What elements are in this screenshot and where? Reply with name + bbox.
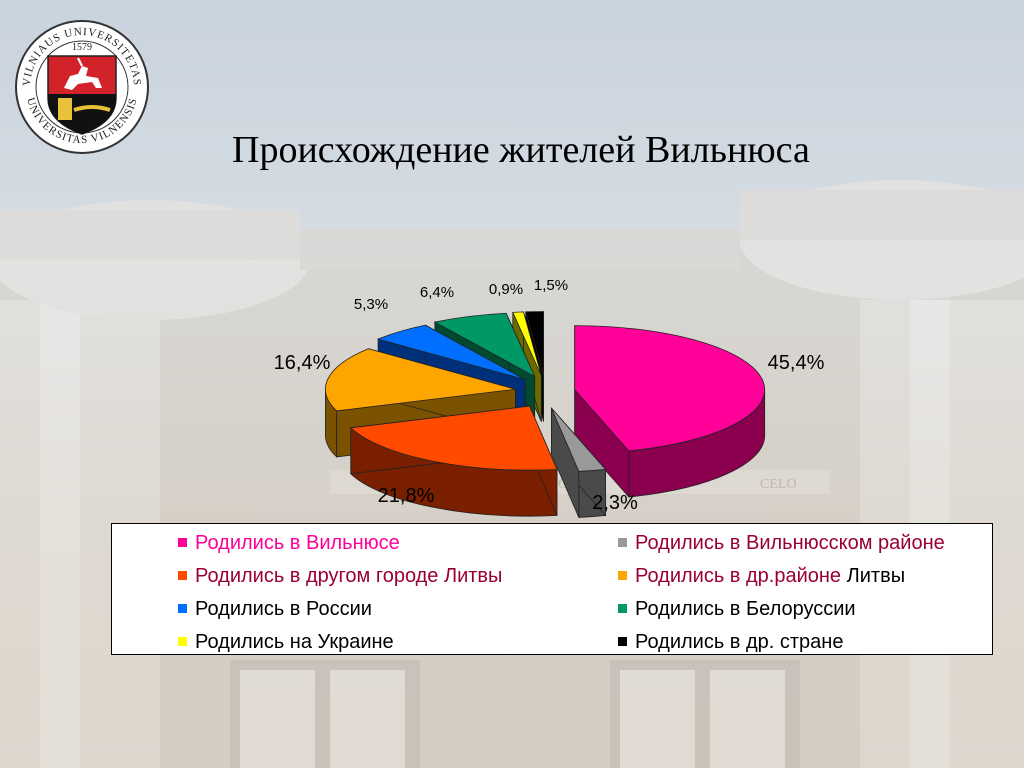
inscription-word-1: VIRTUS — [478, 477, 528, 492]
legend-label: Родились в России — [195, 598, 372, 620]
legend-swatch-other_city — [178, 571, 187, 580]
legend-swatch-russia — [178, 604, 187, 613]
logo-year: 1579 — [72, 42, 92, 53]
legend-swatch-ukraine — [178, 637, 187, 646]
legend-swatch-other_country — [618, 637, 627, 646]
legend-swatch-other_district — [618, 571, 627, 580]
legend-label: Родились в др. стране — [635, 631, 844, 653]
legend-swatch-vilnius — [178, 538, 187, 547]
legend-swatch-vilnius_district — [618, 538, 627, 547]
inscription-word-2: NOV — [548, 477, 578, 492]
legend-label: Родились в Вильнюсском районе — [635, 532, 945, 554]
university-logo: VILNIAUS UNIVERSITETAS UNIVERSITAS VILNE… — [15, 20, 149, 154]
legend-label: Родились в Вильнюсе — [195, 532, 400, 554]
legend-label: Родились в другом городе Литвы — [195, 565, 503, 587]
legend-label: Родились в др.районе Литвы — [635, 565, 906, 587]
legend-swatch-belarus — [618, 604, 627, 613]
legend-label: Родились в Белоруссии — [635, 598, 856, 620]
knight-icon — [64, 66, 102, 90]
chart-legend: Родились в Вильнюсе Родились в Вильнюсско… — [111, 523, 993, 655]
slide-title: Происхождение жителей Вильнюса — [232, 129, 810, 171]
inscription-word-3: CELO — [760, 477, 797, 492]
legend-label: Родились на Украине — [195, 631, 394, 653]
